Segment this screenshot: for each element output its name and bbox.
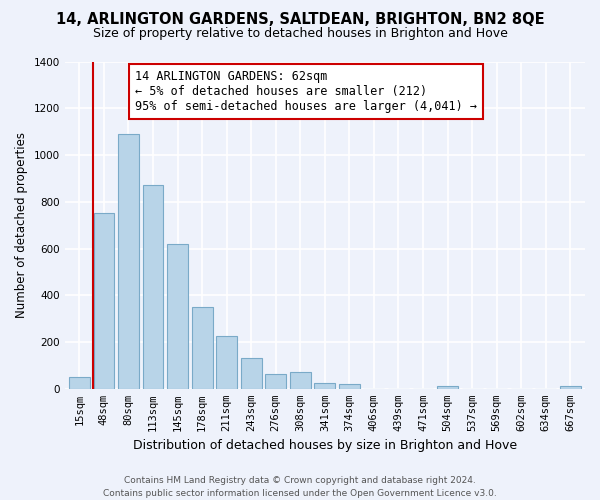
Bar: [314, 383, 335, 389]
Y-axis label: Number of detached properties: Number of detached properties: [15, 132, 28, 318]
Text: 14 ARLINGTON GARDENS: 62sqm
← 5% of detached houses are smaller (212)
95% of sem: 14 ARLINGTON GARDENS: 62sqm ← 5% of deta…: [135, 70, 477, 112]
X-axis label: Distribution of detached houses by size in Brighton and Hove: Distribution of detached houses by size …: [133, 440, 517, 452]
Bar: [290, 372, 311, 389]
Bar: [69, 377, 90, 389]
Bar: [191, 307, 212, 389]
Bar: [241, 358, 262, 389]
Bar: [143, 186, 163, 389]
Bar: [94, 214, 115, 389]
Text: Size of property relative to detached houses in Brighton and Hove: Size of property relative to detached ho…: [92, 28, 508, 40]
Bar: [265, 374, 286, 389]
Bar: [437, 386, 458, 389]
Bar: [216, 336, 237, 389]
Bar: [339, 384, 360, 389]
Bar: [118, 134, 139, 389]
Bar: [167, 244, 188, 389]
Text: 14, ARLINGTON GARDENS, SALTDEAN, BRIGHTON, BN2 8QE: 14, ARLINGTON GARDENS, SALTDEAN, BRIGHTO…: [56, 12, 544, 28]
Bar: [560, 386, 581, 389]
Text: Contains HM Land Registry data © Crown copyright and database right 2024.
Contai: Contains HM Land Registry data © Crown c…: [103, 476, 497, 498]
